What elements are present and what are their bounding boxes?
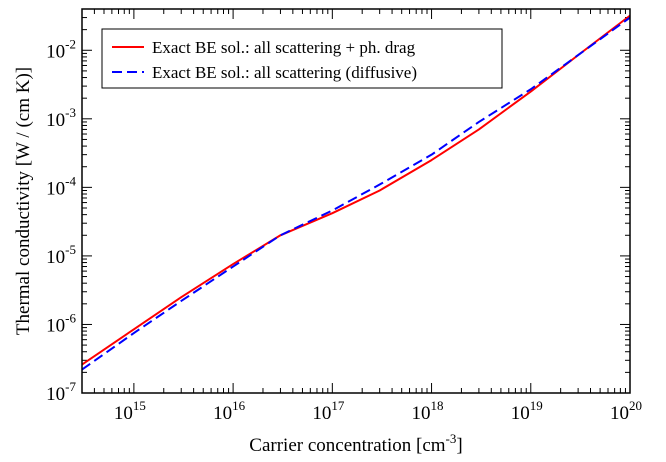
y-axis-label: Thermal conductivity [W / (cm K)]: [13, 67, 34, 335]
series-layer: [81, 14, 631, 371]
y-tick-base: 10: [46, 41, 65, 62]
x-tick-base: 10: [610, 403, 629, 424]
x-tick-exp: 17: [331, 398, 345, 413]
x-tick-label: 1017: [312, 398, 345, 424]
x-axis-label-main: Carrier concentration [cm: [249, 435, 445, 456]
y-tick-base: 10: [46, 178, 65, 199]
legend-box: [101, 28, 503, 89]
y-tick-label: 10-4: [46, 173, 76, 199]
y-tick-base: 10: [46, 384, 65, 405]
y-tick-base: 10: [46, 247, 65, 268]
x-tick-label: 1019: [511, 398, 543, 424]
x-axis-label-exp: -3: [446, 431, 457, 446]
legend: Exact BE sol.: all scattering + ph. drag…: [101, 28, 503, 89]
y-tick-exp: -3: [65, 105, 76, 120]
x-tick-base: 10: [511, 403, 530, 424]
x-axis-label: Carrier concentration [cm-3]: [249, 431, 462, 456]
x-tick-exp: 15: [133, 398, 146, 413]
y-tick-label: 10-6: [46, 310, 76, 336]
y-tick-label: 10-3: [46, 105, 76, 131]
x-tick-label: 1018: [412, 398, 444, 424]
x-tick-exp: 16: [232, 398, 246, 413]
y-tick-exp: -6: [65, 310, 76, 325]
tick-label-layer: 1015 1016 1017 1018 1019 102010-710-610-510-4…: [46, 36, 642, 424]
series-line-2: [81, 16, 631, 371]
ticks-layer: [81, 8, 631, 394]
series-line-1: [81, 14, 631, 366]
y-tick-label: 10-2: [46, 36, 76, 62]
y-tick-base: 10: [46, 315, 65, 336]
x-tick-exp: 18: [431, 398, 444, 413]
y-tick-label: 10-7: [46, 379, 76, 405]
y-tick-exp: -7: [65, 379, 76, 394]
plot-frame: [81, 8, 631, 394]
y-tick-exp: -2: [65, 36, 76, 51]
x-tick-label: 1016: [213, 398, 246, 424]
x-tick-label: 1015: [114, 398, 146, 424]
y-tick-exp: -4: [65, 173, 76, 188]
x-tick-label: 1020: [610, 398, 642, 424]
y-tick-base: 10: [46, 110, 65, 131]
legend-label-series-1: Exact BE sol.: all scattering + ph. drag: [152, 38, 416, 57]
x-tick-exp: 20: [629, 398, 642, 413]
x-tick-base: 10: [114, 403, 133, 424]
legend-label-series-2: Exact BE sol.: all scattering (diffusive…: [152, 63, 417, 82]
y-tick-label: 10-5: [46, 242, 76, 268]
x-tick-base: 10: [312, 403, 331, 424]
x-tick-base: 10: [412, 403, 431, 424]
x-axis-label-suffix: ]: [456, 435, 462, 456]
x-tick-base: 10: [213, 403, 232, 424]
x-tick-exp: 19: [530, 398, 543, 413]
y-tick-exp: -5: [65, 242, 76, 257]
